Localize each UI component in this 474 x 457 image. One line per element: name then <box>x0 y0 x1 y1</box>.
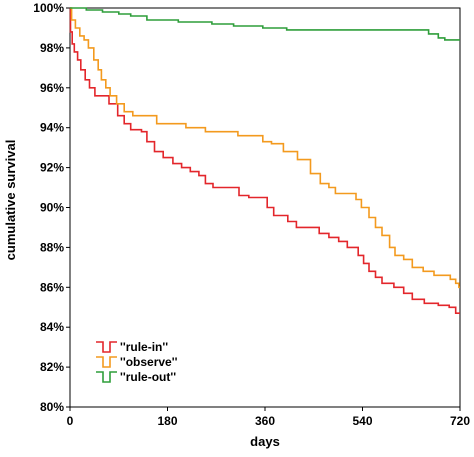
y-tick-label: 92% <box>40 161 64 175</box>
x-tick-label: 540 <box>352 414 372 428</box>
x-axis: 0 180 360 540 720 <box>67 407 470 428</box>
plot-frame <box>69 7 461 408</box>
legend-swatch <box>96 356 117 368</box>
legend-swatch <box>96 341 117 353</box>
legend-swatch <box>96 371 117 383</box>
legend: ''rule-in''''observe''''rule-out'' <box>96 340 178 384</box>
series-line-2 <box>70 7 460 41</box>
legend-label: ''rule-in'' <box>120 340 168 354</box>
x-axis-label: days <box>250 434 280 449</box>
y-tick-label: 94% <box>40 121 64 135</box>
y-tick-label: 90% <box>40 201 64 215</box>
x-tick-label: 360 <box>255 414 275 428</box>
y-tick-label: 86% <box>40 280 64 294</box>
y-tick-label: 98% <box>40 41 64 55</box>
legend-label: ''rule-out'' <box>120 370 176 384</box>
y-tick-label: 82% <box>40 360 64 374</box>
y-tick-label: 88% <box>40 240 64 254</box>
y-axis: 80% 82% 84% 86% 88% 90% 92% 94% 96% 98% 100% <box>33 1 70 414</box>
legend-label: ''observe'' <box>120 355 178 369</box>
y-tick-label: 84% <box>40 320 64 334</box>
y-axis-label: cumulative survival <box>3 140 18 261</box>
series-line-1 <box>70 7 460 289</box>
series-lines <box>69 7 460 314</box>
x-tick-label: 720 <box>450 414 470 428</box>
y-tick-label: 80% <box>40 400 64 414</box>
y-tick-label: 100% <box>33 1 64 15</box>
y-tick-label: 96% <box>40 81 64 95</box>
x-tick-label: 180 <box>157 414 177 428</box>
series-line-0 <box>69 7 460 314</box>
x-tick-label: 0 <box>67 414 74 428</box>
